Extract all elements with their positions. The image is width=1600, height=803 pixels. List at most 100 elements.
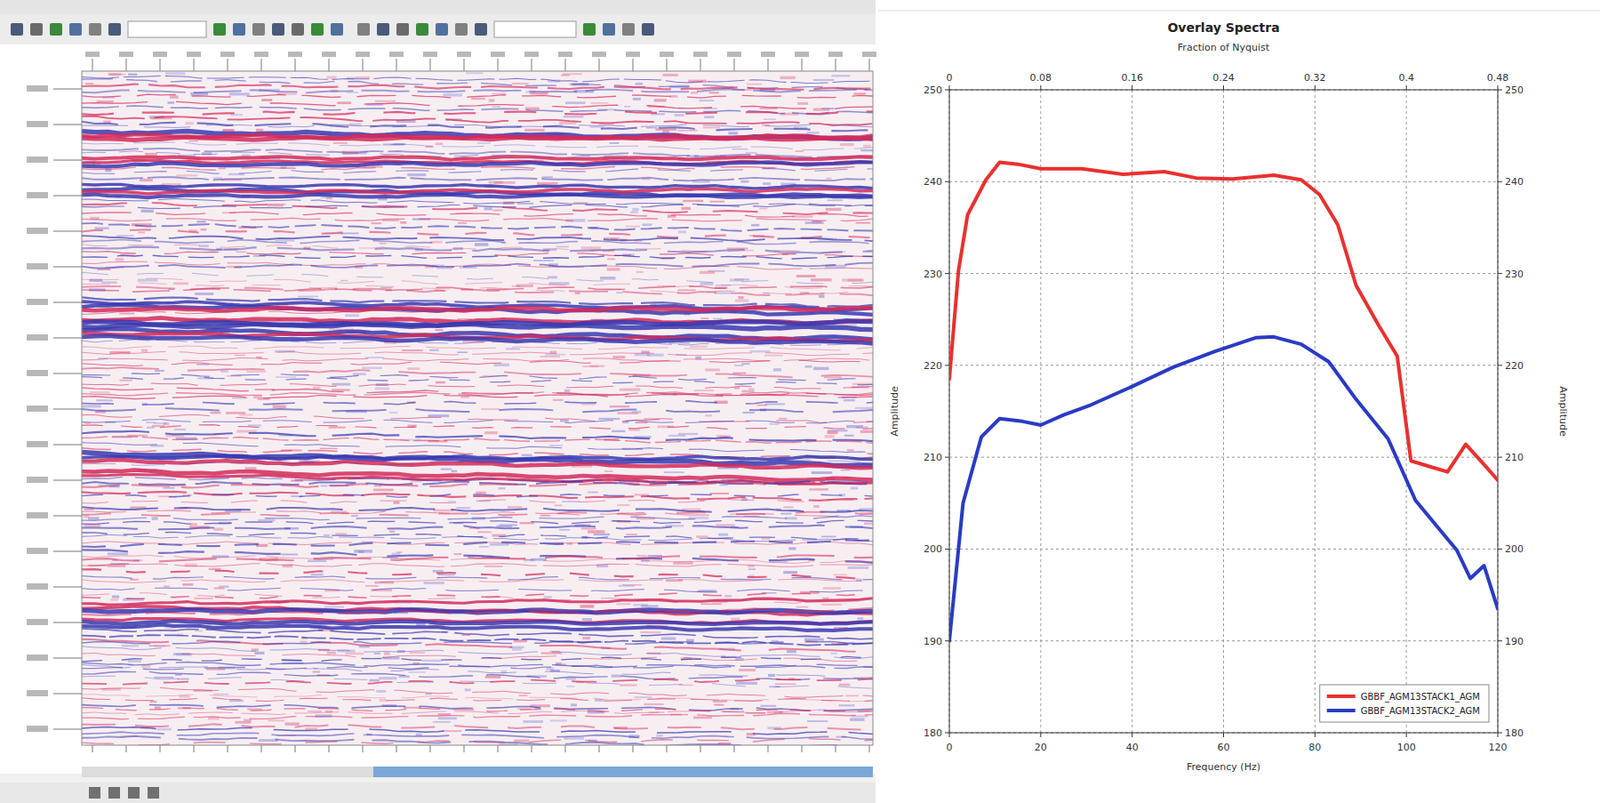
noise — [805, 221, 824, 224]
noise — [556, 246, 569, 248]
tool-icon — [416, 23, 429, 36]
noise — [712, 699, 728, 703]
reflector — [81, 499, 873, 504]
x2-tick — [1223, 85, 1224, 90]
y2-tick — [1497, 732, 1503, 734]
noise — [827, 431, 839, 434]
noise — [373, 488, 394, 492]
reflector — [81, 307, 873, 314]
noise — [704, 368, 720, 371]
section-tick — [295, 744, 296, 752]
noise — [824, 376, 842, 378]
noise — [475, 491, 486, 495]
reflector — [81, 211, 873, 217]
noise — [107, 552, 128, 555]
plot-frame — [949, 89, 1498, 733]
section-tick — [632, 58, 634, 72]
section-tick — [227, 58, 229, 72]
noise — [153, 676, 174, 679]
noise — [365, 584, 379, 587]
y-grid-line — [949, 548, 1498, 550]
reflector — [81, 664, 873, 678]
section-tick — [700, 744, 702, 752]
x2-tick — [949, 85, 951, 90]
noise — [267, 719, 285, 721]
section-image — [81, 71, 873, 745]
section-tick — [261, 744, 263, 752]
noise — [389, 411, 399, 414]
noise — [194, 630, 203, 632]
section-tick-glyph — [26, 440, 48, 448]
tool-icon — [272, 23, 285, 36]
y-tick-label: 190 — [923, 635, 943, 648]
chart-title: Overlay Spectra — [1167, 20, 1280, 35]
noise — [547, 275, 558, 279]
section-tick — [53, 88, 82, 90]
noise — [280, 552, 298, 555]
section-tick — [53, 124, 82, 126]
noise — [736, 681, 758, 685]
noise — [718, 533, 728, 536]
noise — [559, 528, 570, 531]
noise — [153, 422, 168, 424]
section-tick — [666, 744, 668, 752]
noise — [167, 101, 175, 104]
noise — [141, 209, 154, 213]
noise — [498, 487, 506, 489]
noise — [863, 144, 872, 148]
reflector — [81, 549, 873, 563]
noise — [686, 639, 695, 642]
noise — [628, 428, 640, 432]
noise — [735, 299, 749, 303]
reflector — [81, 656, 873, 662]
noise — [157, 728, 172, 731]
section-tick-glyph — [26, 369, 48, 376]
section-tick-glyph — [26, 725, 48, 732]
y-tick-label: 220 — [923, 360, 943, 372]
reflector — [81, 419, 873, 424]
reflector — [81, 202, 873, 215]
noise — [664, 471, 685, 473]
noise — [401, 349, 423, 352]
noise — [600, 276, 616, 280]
top-axis-title: Fraction of Nyquist — [1177, 41, 1271, 54]
noise — [737, 296, 744, 299]
noise — [336, 101, 352, 104]
section-tick — [497, 58, 499, 72]
y-tick — [944, 272, 950, 274]
noise — [590, 126, 605, 128]
noise — [616, 504, 630, 506]
reflector — [81, 94, 873, 98]
section-tick — [126, 744, 128, 752]
noise — [712, 318, 722, 320]
reflector — [81, 124, 873, 128]
reflector — [81, 261, 873, 270]
section-tick — [193, 744, 195, 752]
noise — [453, 552, 462, 555]
noise — [110, 598, 119, 601]
noise — [521, 454, 533, 457]
noise — [375, 100, 396, 103]
reflector — [81, 84, 873, 90]
reflector — [81, 286, 873, 292]
noise — [485, 675, 501, 679]
noise — [689, 345, 708, 348]
noise — [82, 404, 102, 408]
section-tick — [362, 58, 364, 72]
reflector — [81, 304, 873, 315]
noise — [611, 674, 623, 678]
noise — [764, 402, 785, 405]
noise — [748, 568, 756, 570]
section-tick — [599, 58, 600, 72]
noise — [152, 516, 159, 520]
noise — [564, 389, 570, 392]
y2-tick — [1497, 456, 1503, 458]
reflector — [81, 628, 873, 640]
y-tick — [944, 89, 950, 91]
legend-label: GBBF_AGM13STACK1_AGM — [1360, 691, 1480, 703]
noise — [324, 605, 344, 608]
reflector — [81, 578, 873, 583]
section-tick-glyph — [26, 512, 48, 519]
section-tick — [430, 744, 432, 752]
noise — [713, 704, 724, 706]
